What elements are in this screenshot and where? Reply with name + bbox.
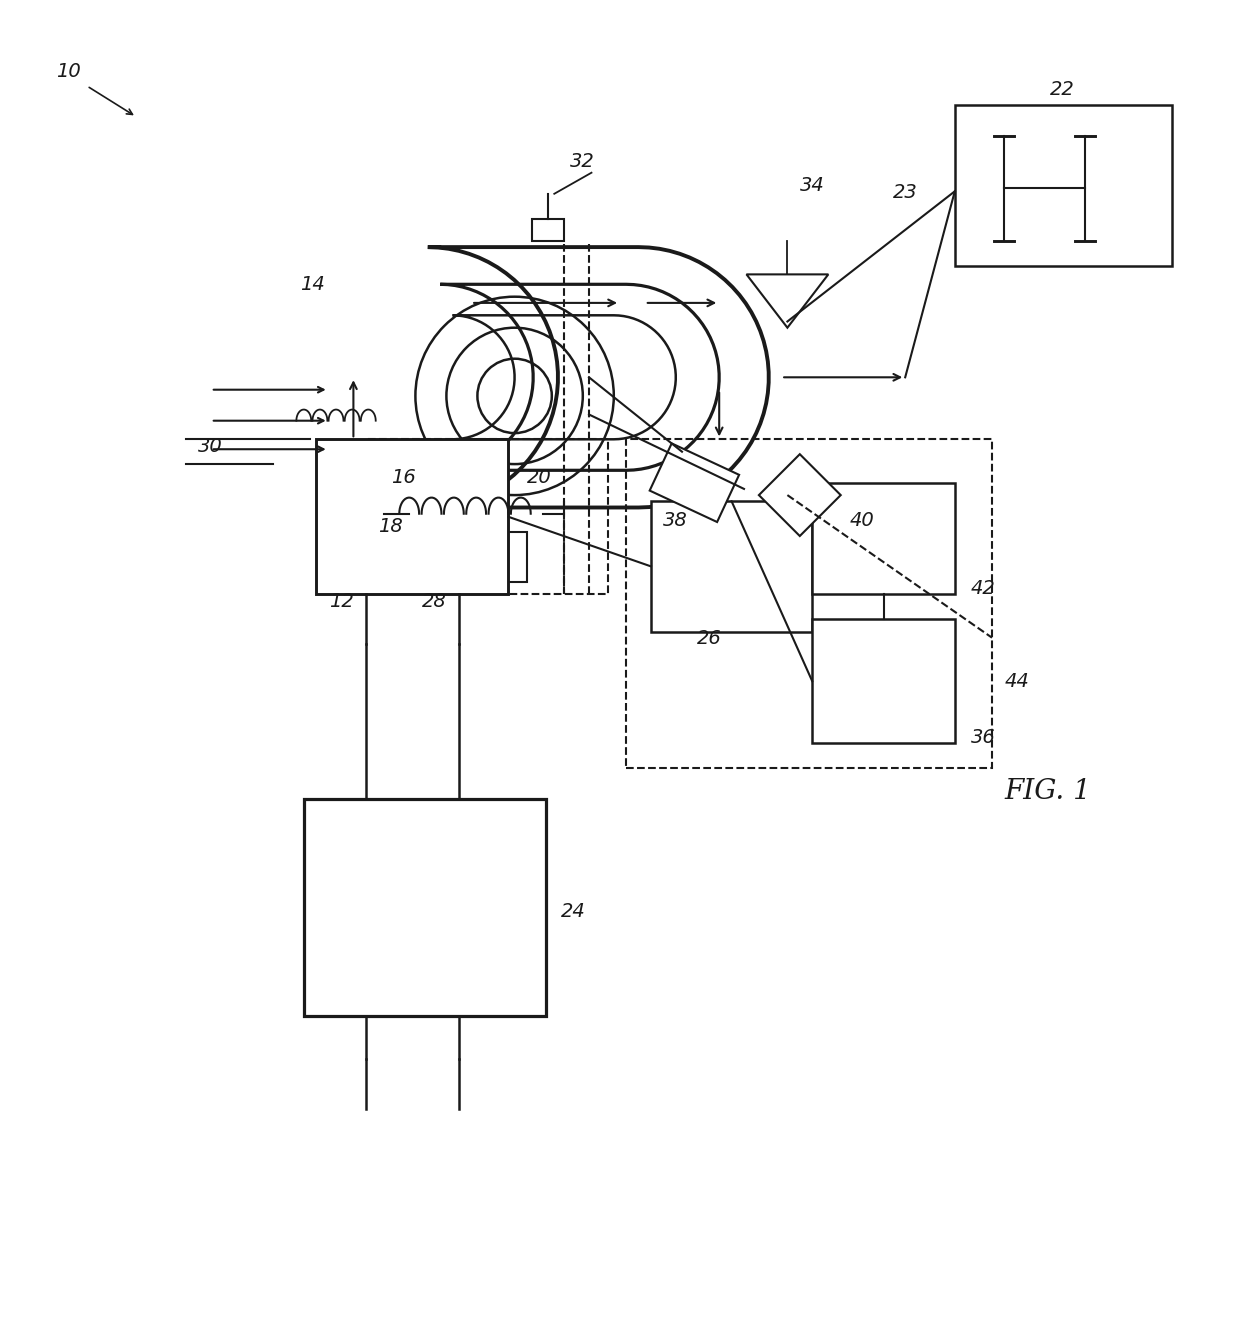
Polygon shape xyxy=(650,444,739,522)
Bar xyxy=(378,533,527,582)
Polygon shape xyxy=(746,274,828,327)
Text: 30: 30 xyxy=(198,437,223,456)
Text: 12: 12 xyxy=(329,592,353,611)
Text: 38: 38 xyxy=(663,511,688,530)
Text: 36: 36 xyxy=(971,729,996,747)
Text: 14: 14 xyxy=(300,276,325,294)
Polygon shape xyxy=(759,454,841,537)
Text: FIG. 1: FIG. 1 xyxy=(1004,778,1091,804)
Bar xyxy=(955,105,1172,266)
Text: 42: 42 xyxy=(971,579,996,599)
Text: 24: 24 xyxy=(560,902,585,921)
Text: 10: 10 xyxy=(56,62,81,81)
Text: 22: 22 xyxy=(1050,80,1075,98)
Text: 23: 23 xyxy=(893,183,918,201)
Bar xyxy=(532,219,564,241)
Text: 32: 32 xyxy=(570,151,595,171)
Bar xyxy=(812,482,955,595)
Bar xyxy=(651,501,812,632)
Bar xyxy=(366,440,608,595)
Bar xyxy=(626,440,992,768)
Text: 40: 40 xyxy=(849,511,874,530)
Text: 18: 18 xyxy=(378,517,403,537)
Text: 34: 34 xyxy=(800,176,825,195)
Text: 28: 28 xyxy=(422,592,446,611)
Text: 26: 26 xyxy=(697,629,722,648)
Text: 16: 16 xyxy=(391,468,415,486)
Bar xyxy=(316,440,508,595)
Bar xyxy=(812,619,955,743)
Text: 44: 44 xyxy=(1004,672,1029,692)
Text: 20: 20 xyxy=(527,468,552,486)
Bar xyxy=(304,799,546,1016)
